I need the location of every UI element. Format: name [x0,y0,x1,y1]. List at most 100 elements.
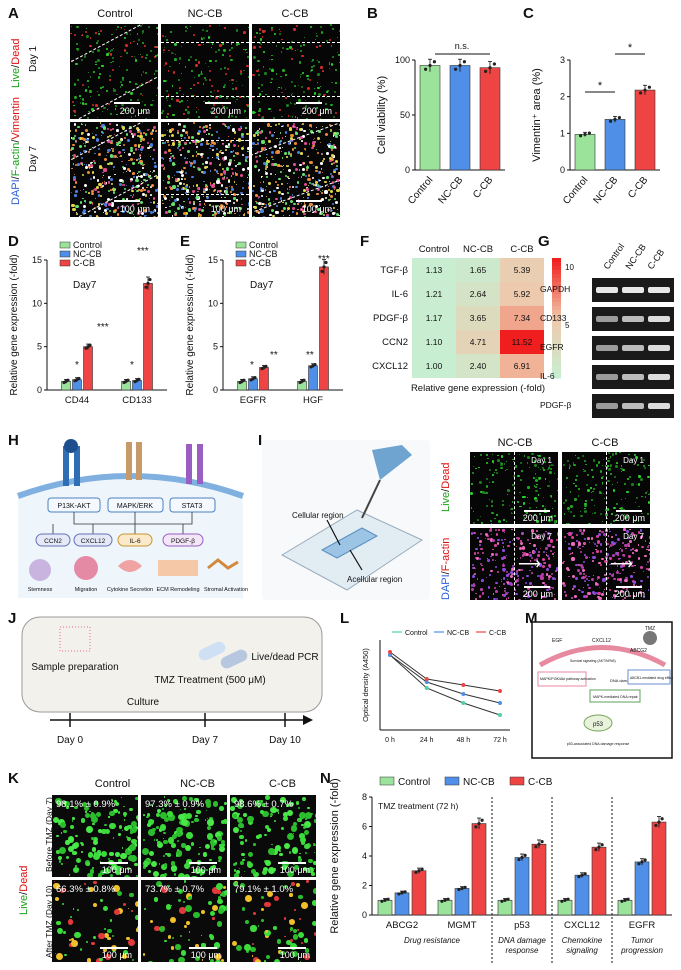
chart-f-value-2-0: 1.17 [426,313,443,323]
chart-f-colorbar-seg [552,294,561,299]
chart-d-ann-3: *** [137,246,149,257]
chart-l-line-0 [389,654,501,716]
chart-e-ann-3: *** [318,254,330,265]
chart-n-dot [460,886,464,891]
a-side-label-top: Live/Dead [10,38,22,88]
chart-f-value-3-0: 1.10 [426,337,443,347]
chart-n-group-1-0: DNA damage [498,936,546,945]
chart-f-value-4-0: 1.00 [426,361,443,371]
chart-n-ytick-label: 4 [362,851,367,861]
panel-letter-k: K [8,770,19,787]
k-scale-bar [100,947,128,949]
chart-f-colorbar-seg [552,290,561,295]
chart-e-dot [324,260,328,265]
chart-n-dot [503,898,507,902]
chart-l-xtick-1: 24 h [420,737,434,744]
a-channel-border [161,42,249,97]
chart-e-legend-label-1: NC-CB [249,249,278,259]
i-side-label-top: Live/Dead [440,462,452,512]
chart-n-group-2-1: signaling [566,946,598,955]
j-day0: Day 0 [57,735,84,746]
i-scale-bar [616,510,642,512]
chart-n-dot [457,887,461,892]
chart-l-point-0-2 [461,701,466,705]
chart-n-ylabel: Relative gene expression (-fold) [329,778,341,933]
chart-b-dot [454,67,458,71]
k-grid-image-r0-c0: 98.1% ± 0.9% 100 μm [52,795,138,877]
chart-n-bar-1-1 [454,888,470,916]
i-day-label: Day 1 [623,456,644,465]
chart-c-dot [613,117,617,121]
chart-d-legend-label-2: C-CB [73,258,95,268]
k-grid-image-r0-c2: 98.6% ± 0.7% 100 μm [230,795,316,877]
chart-e-legend-label-2: C-CB [249,258,271,268]
panel-letter-l: L [340,610,350,627]
chart-d-cd44-cd133: 0 5 10 15 Relative gene expression (-fold) CD… [9,240,167,406]
chart-n-legend-swatch-2 [509,776,525,786]
h-pathway-pi3k: P13K-AKT [57,503,91,510]
chart-e-cat-1: HGF [303,395,323,406]
chart-c-dot [643,88,647,92]
gel-g-row-4: PDGF-β [540,400,571,410]
chart-e-ytick-label: 10 [208,298,218,308]
chart-n-dot [520,855,524,860]
chart-f-value-0-1: 1.65 [470,265,487,275]
chart-f-colorbar-seg [552,274,561,279]
chart-d-dot [77,376,81,381]
chart-f-value-0-2: 5.39 [514,265,531,275]
chart-f-cell-1-1 [456,282,500,306]
chart-f-cell-4-1 [456,354,500,378]
chart-n-legend-swatch-0 [379,776,395,786]
k-side-label: Live/Dead [18,865,30,915]
chart-n-dot [383,898,387,902]
a-col-nccb: NC-CB [187,8,223,20]
k-scale-text: 100 μm [190,865,221,875]
gel-g-col-0: Control [601,242,626,272]
h-factor-pdgf: PDGF-β [171,538,195,545]
a-channel-border [252,123,340,212]
a-channel-border [252,42,340,97]
chart-n-legend-swatch-1 [444,776,460,786]
chart-d-dot [148,277,152,282]
chart-e-dot [253,375,257,380]
k-scale-bar [278,947,306,949]
chart-b-cat-1: NC-CB [437,175,466,207]
i-col-ccb: C-CB [591,437,619,449]
chart-b-cell-viability: 0 50 100 Cell viability (%) Control NC-CB C-CB… [376,41,505,207]
a-grid-image-r1-c1: 100 μm [161,122,249,217]
chart-n-dot [386,897,390,901]
chart-l-point-1-1 [424,680,429,684]
chart-c-annotation-2: * [628,42,633,54]
j-step-culture: Culture [127,697,160,708]
chart-f-colorbar-seg [552,330,561,335]
chart-n-bar-3-0 [557,899,573,916]
gel-g-band-3-1 [622,374,644,380]
chart-n-group-3-1: progression [620,946,663,955]
chart-f-xlabel: Relative gene expression (-fold) [411,383,545,394]
chart-n-ytick-label: 6 [362,822,367,832]
panel-letter-h: H [8,432,19,449]
chart-f-cell-1-0 [412,282,456,306]
chart-n-dot [397,892,401,896]
chart-d-ylabel: Relative gene expression (-fold) [9,254,20,395]
chart-n-bar-2-2 [531,843,547,916]
gel-g-col-2: C-CB [645,247,666,271]
chart-e-legend-label-0: Control [249,240,278,250]
chart-n-dot [657,820,661,824]
chart-n-dot [580,873,584,877]
chart-f-col-1: NC-CB [463,244,493,255]
i-scale-text: 200 μm [614,589,645,599]
chart-e-subtitle: Day7 [250,280,274,291]
a-scale-bar [296,102,322,104]
chart-n-group-3-0: Tumor [631,936,654,945]
h-factor-cxcl12: CXCL12 [81,538,106,545]
chart-b-ylabel: Cell viability (%) [376,76,388,154]
panel-letter-d: D [8,233,19,250]
chart-n-cat-3: CXCL12 [564,920,600,931]
chart-n-dot [637,862,641,866]
chart-n-dot [566,897,570,901]
chart-n-cat-0: ABCG2 [386,920,418,931]
a-scale-bar [296,200,322,202]
panel-letter-j: J [8,610,17,627]
k-scale-bar [189,947,217,949]
